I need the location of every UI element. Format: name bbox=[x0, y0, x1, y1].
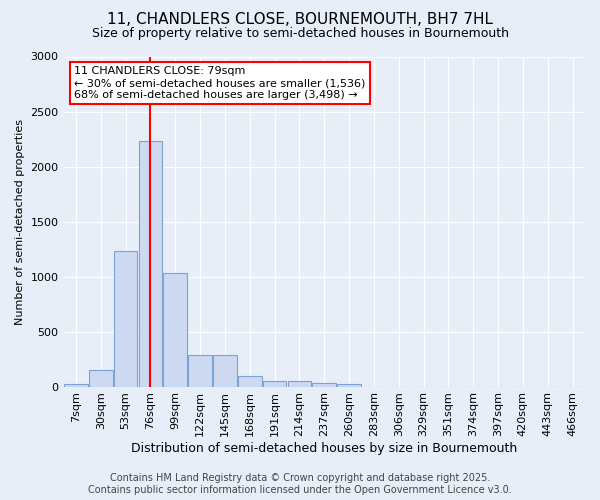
Bar bbox=[263, 380, 286, 386]
Bar bbox=[139, 141, 162, 386]
Bar bbox=[337, 384, 361, 386]
Bar bbox=[89, 370, 113, 386]
Bar bbox=[238, 376, 262, 386]
Text: 11 CHANDLERS CLOSE: 79sqm
← 30% of semi-detached houses are smaller (1,536)
68% : 11 CHANDLERS CLOSE: 79sqm ← 30% of semi-… bbox=[74, 66, 365, 100]
X-axis label: Distribution of semi-detached houses by size in Bournemouth: Distribution of semi-detached houses by … bbox=[131, 442, 517, 455]
Bar bbox=[114, 250, 137, 386]
Text: 11, CHANDLERS CLOSE, BOURNEMOUTH, BH7 7HL: 11, CHANDLERS CLOSE, BOURNEMOUTH, BH7 7H… bbox=[107, 12, 493, 28]
Bar bbox=[188, 354, 212, 386]
Text: Contains HM Land Registry data © Crown copyright and database right 2025.
Contai: Contains HM Land Registry data © Crown c… bbox=[88, 474, 512, 495]
Bar bbox=[64, 384, 88, 386]
Bar bbox=[313, 384, 336, 386]
Bar bbox=[213, 354, 237, 386]
Text: Size of property relative to semi-detached houses in Bournemouth: Size of property relative to semi-detach… bbox=[91, 28, 509, 40]
Bar bbox=[163, 274, 187, 386]
Bar bbox=[287, 380, 311, 386]
Y-axis label: Number of semi-detached properties: Number of semi-detached properties bbox=[15, 118, 25, 324]
